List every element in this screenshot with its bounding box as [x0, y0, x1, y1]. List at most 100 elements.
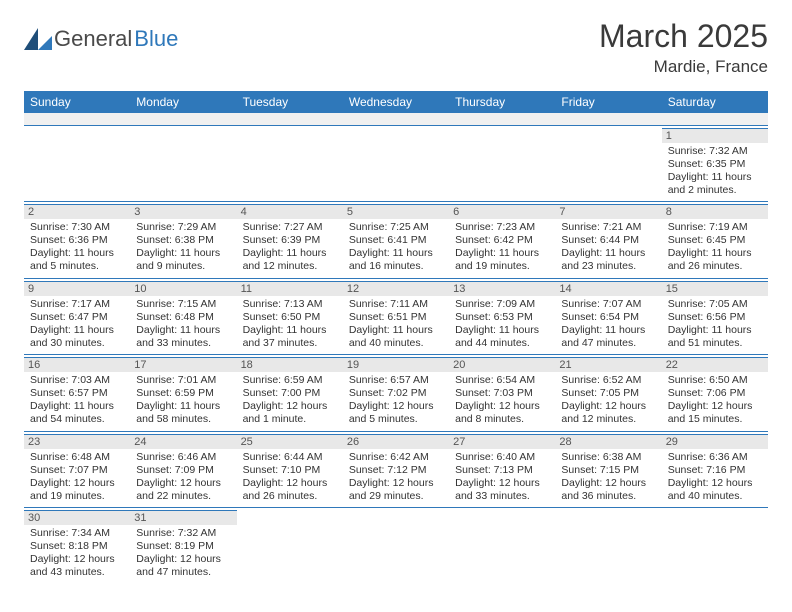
day-number: 5 [343, 204, 449, 219]
calendar-cell: 8 Sunrise: 7:19 AMSunset: 6:45 PMDaylight… [662, 202, 768, 279]
day-number: 6 [449, 204, 555, 219]
day-info: Sunrise: 6:38 AMSunset: 7:15 PMDaylight:… [561, 451, 655, 504]
day-number: 17 [130, 357, 236, 372]
calendar-cell: 10 Sunrise: 7:15 AMSunset: 6:48 PMDayligh… [130, 278, 236, 355]
day-number: 16 [24, 357, 130, 372]
day-info: Sunrise: 7:15 AMSunset: 6:48 PMDaylight:… [136, 298, 230, 351]
day-info: Sunrise: 7:34 AMSunset: 8:18 PMDaylight:… [30, 527, 124, 580]
day-info: Sunrise: 6:50 AMSunset: 7:06 PMDaylight:… [668, 374, 762, 427]
calendar-cell: 15 Sunrise: 7:05 AMSunset: 6:56 PMDayligh… [662, 278, 768, 355]
calendar-head: SundayMondayTuesdayWednesdayThursdayFrid… [24, 91, 768, 113]
day-number: 11 [237, 281, 343, 296]
calendar-cell: 31 Sunrise: 7:32 AMSunset: 8:19 PMDayligh… [130, 508, 236, 584]
calendar-cell: 3 Sunrise: 7:29 AMSunset: 6:38 PMDaylight… [130, 202, 236, 279]
day-info: Sunrise: 6:46 AMSunset: 7:09 PMDaylight:… [136, 451, 230, 504]
calendar-row: 1 Sunrise: 7:32 AMSunset: 6:35 PMDaylight… [24, 125, 768, 202]
day-info: Sunrise: 7:17 AMSunset: 6:47 PMDaylight:… [30, 298, 124, 351]
day-info: Sunrise: 7:07 AMSunset: 6:54 PMDaylight:… [561, 298, 655, 351]
weekday-header: Sunday [24, 91, 130, 113]
calendar-cell: 1 Sunrise: 7:32 AMSunset: 6:35 PMDaylight… [662, 125, 768, 202]
logo-text-a: General [54, 26, 132, 52]
day-number: 22 [662, 357, 768, 372]
day-info: Sunrise: 6:40 AMSunset: 7:13 PMDaylight:… [455, 451, 549, 504]
day-number: 28 [555, 434, 661, 449]
day-number: 12 [343, 281, 449, 296]
day-info: Sunrise: 7:32 AMSunset: 8:19 PMDaylight:… [136, 527, 230, 580]
logo-icon [24, 28, 52, 50]
calendar-cell [555, 125, 661, 202]
calendar-cell: 26Sunrise: 6:42 AMSunset: 7:12 PMDayligh… [343, 431, 449, 508]
calendar-cell: 7Sunrise: 7:21 AMSunset: 6:44 PMDaylight… [555, 202, 661, 279]
day-info: Sunrise: 7:21 AMSunset: 6:44 PMDaylight:… [561, 221, 655, 274]
calendar-cell: 22 Sunrise: 6:50 AMSunset: 7:06 PMDayligh… [662, 355, 768, 432]
calendar-cell: 21 Sunrise: 6:52 AMSunset: 7:05 PMDayligh… [555, 355, 661, 432]
day-info: Sunrise: 7:11 AMSunset: 6:51 PMDaylight:… [349, 298, 443, 351]
day-number: 15 [662, 281, 768, 296]
day-info: Sunrise: 6:44 AMSunset: 7:10 PMDaylight:… [243, 451, 337, 504]
day-info: Sunrise: 6:42 AMSunset: 7:12 PMDaylight:… [349, 451, 443, 504]
day-number: 10 [130, 281, 236, 296]
day-number: 31 [130, 510, 236, 525]
weekday-header: Friday [555, 91, 661, 113]
calendar-cell [237, 125, 343, 202]
day-number: 27 [449, 434, 555, 449]
calendar-cell: 29Sunrise: 6:36 AMSunset: 7:16 PMDayligh… [662, 431, 768, 508]
calendar-cell: 28 Sunrise: 6:38 AMSunset: 7:15 PMDayligh… [555, 431, 661, 508]
day-number: 29 [662, 434, 768, 449]
calendar-cell: 5Sunrise: 7:25 AMSunset: 6:41 PMDaylight… [343, 202, 449, 279]
weekday-header: Thursday [449, 91, 555, 113]
calendar-cell: 4Sunrise: 7:27 AMSunset: 6:39 PMDaylight… [237, 202, 343, 279]
day-info: Sunrise: 7:19 AMSunset: 6:45 PMDaylight:… [668, 221, 762, 274]
weekday-header: Tuesday [237, 91, 343, 113]
calendar-cell: 27 Sunrise: 6:40 AMSunset: 7:13 PMDayligh… [449, 431, 555, 508]
day-number: 3 [130, 204, 236, 219]
calendar-cell: 14Sunrise: 7:07 AMSunset: 6:54 PMDayligh… [555, 278, 661, 355]
calendar-cell: 11Sunrise: 7:13 AMSunset: 6:50 PMDayligh… [237, 278, 343, 355]
calendar-cell: 25 Sunrise: 6:44 AMSunset: 7:10 PMDayligh… [237, 431, 343, 508]
day-number: 18 [237, 357, 343, 372]
day-number: 2 [24, 204, 130, 219]
logo: GeneralBlue [24, 26, 178, 52]
day-number: 23 [24, 434, 130, 449]
calendar-cell: 18Sunrise: 6:59 AMSunset: 7:00 PMDayligh… [237, 355, 343, 432]
day-number: 25 [237, 434, 343, 449]
day-info: Sunrise: 7:05 AMSunset: 6:56 PMDaylight:… [668, 298, 762, 351]
day-number: 21 [555, 357, 661, 372]
calendar-cell: 20 Sunrise: 6:54 AMSunset: 7:03 PMDayligh… [449, 355, 555, 432]
day-number: 1 [662, 128, 768, 143]
calendar-row: 23 Sunrise: 6:48 AMSunset: 7:07 PMDayligh… [24, 431, 768, 508]
calendar-row: 2 Sunrise: 7:30 AMSunset: 6:36 PMDaylight… [24, 202, 768, 279]
calendar-cell [449, 125, 555, 202]
calendar-cell: 16 Sunrise: 7:03 AMSunset: 6:57 PMDayligh… [24, 355, 130, 432]
calendar-cell [662, 508, 768, 584]
calendar-cell [24, 125, 130, 202]
calendar-cell [130, 125, 236, 202]
day-info: Sunrise: 7:29 AMSunset: 6:38 PMDaylight:… [136, 221, 230, 274]
calendar-row: 16 Sunrise: 7:03 AMSunset: 6:57 PMDayligh… [24, 355, 768, 432]
day-number: 30 [24, 510, 130, 525]
day-info: Sunrise: 7:30 AMSunset: 6:36 PMDaylight:… [30, 221, 124, 274]
day-info: Sunrise: 6:54 AMSunset: 7:03 PMDaylight:… [455, 374, 549, 427]
day-number: 20 [449, 357, 555, 372]
calendar-row: 30 Sunrise: 7:34 AMSunset: 8:18 PMDayligh… [24, 508, 768, 584]
day-number: 9 [24, 281, 130, 296]
day-number: 19 [343, 357, 449, 372]
day-info: Sunrise: 6:48 AMSunset: 7:07 PMDaylight:… [30, 451, 124, 504]
day-info: Sunrise: 7:23 AMSunset: 6:42 PMDaylight:… [455, 221, 549, 274]
day-info: Sunrise: 7:01 AMSunset: 6:59 PMDaylight:… [136, 374, 230, 427]
day-info: Sunrise: 7:27 AMSunset: 6:39 PMDaylight:… [243, 221, 337, 274]
day-info: Sunrise: 7:03 AMSunset: 6:57 PMDaylight:… [30, 374, 124, 427]
calendar-cell: 24Sunrise: 6:46 AMSunset: 7:09 PMDayligh… [130, 431, 236, 508]
header: GeneralBlue March 2025 Mardie, France [24, 18, 768, 77]
day-info: Sunrise: 7:32 AMSunset: 6:35 PMDaylight:… [668, 145, 762, 198]
calendar-cell: 13Sunrise: 7:09 AMSunset: 6:53 PMDayligh… [449, 278, 555, 355]
calendar-cell: 19Sunrise: 6:57 AMSunset: 7:02 PMDayligh… [343, 355, 449, 432]
calendar-cell: 6 Sunrise: 7:23 AMSunset: 6:42 PMDaylight… [449, 202, 555, 279]
day-info: Sunrise: 6:52 AMSunset: 7:05 PMDaylight:… [561, 374, 655, 427]
calendar-cell: 23 Sunrise: 6:48 AMSunset: 7:07 PMDayligh… [24, 431, 130, 508]
calendar-cell: 9 Sunrise: 7:17 AMSunset: 6:47 PMDaylight… [24, 278, 130, 355]
month-title: March 2025 [599, 18, 768, 55]
day-number: 8 [662, 204, 768, 219]
title-block: March 2025 Mardie, France [599, 18, 768, 77]
calendar-cell: 30 Sunrise: 7:34 AMSunset: 8:18 PMDayligh… [24, 508, 130, 584]
